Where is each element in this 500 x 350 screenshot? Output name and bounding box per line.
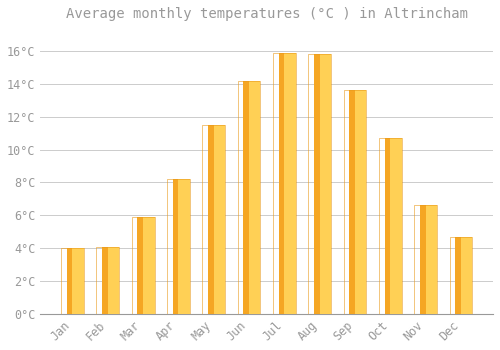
- Bar: [355, 90, 366, 314]
- Bar: [96, 246, 119, 314]
- Bar: [143, 217, 154, 314]
- Bar: [202, 125, 225, 314]
- Bar: [72, 248, 84, 314]
- Bar: [278, 52, 290, 314]
- Bar: [450, 237, 472, 314]
- Bar: [244, 80, 255, 314]
- Bar: [66, 248, 78, 314]
- Bar: [178, 179, 190, 314]
- Bar: [61, 248, 84, 314]
- Bar: [238, 80, 260, 314]
- Bar: [350, 90, 360, 314]
- Bar: [390, 138, 402, 314]
- Bar: [344, 90, 366, 314]
- Bar: [426, 205, 437, 314]
- Bar: [249, 80, 260, 314]
- Bar: [132, 217, 154, 314]
- Bar: [414, 205, 437, 314]
- Bar: [273, 52, 296, 314]
- Bar: [461, 237, 472, 314]
- Bar: [138, 217, 149, 314]
- Bar: [102, 246, 114, 314]
- Bar: [456, 237, 466, 314]
- Bar: [308, 54, 331, 314]
- Bar: [420, 205, 432, 314]
- Bar: [379, 138, 402, 314]
- Bar: [214, 125, 225, 314]
- Bar: [320, 54, 331, 314]
- Bar: [167, 179, 190, 314]
- Title: Average monthly temperatures (°C ) in Altrincham: Average monthly temperatures (°C ) in Al…: [66, 7, 468, 21]
- Bar: [314, 54, 326, 314]
- Bar: [108, 246, 119, 314]
- Bar: [208, 125, 220, 314]
- Bar: [172, 179, 184, 314]
- Bar: [384, 138, 396, 314]
- Bar: [284, 52, 296, 314]
